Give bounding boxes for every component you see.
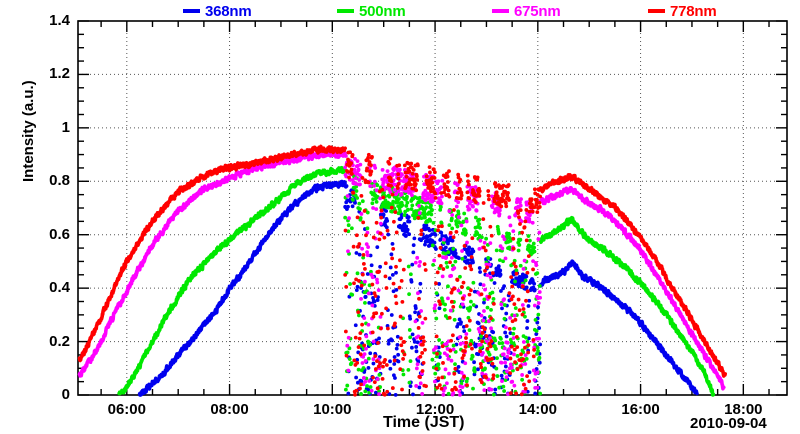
y-tick-label: 0: [61, 386, 70, 403]
y-tick-label: 1.2: [49, 65, 70, 83]
x-tick-label: 12:00: [415, 401, 455, 418]
legend-label: 675nm: [514, 2, 561, 20]
legend-entry-675nm: 675nm: [492, 1, 561, 21]
x-axis-title: Time (JST): [383, 414, 465, 431]
axis-ticks: [78, 20, 787, 396]
data-series-layer: [77, 144, 727, 397]
x-tick-label: 16:00: [621, 401, 660, 418]
chart-legend: 368nm 500nm 675nm 778nm: [0, 0, 800, 22]
legend-label: 500nm: [359, 2, 406, 20]
x-tick-label: 06:00: [107, 401, 146, 418]
legend-label: 368nm: [205, 2, 252, 20]
plot-frame: [77, 20, 788, 396]
legend-entry-368nm: 368nm: [183, 1, 252, 21]
y-tick-label: 0.6: [49, 225, 70, 243]
x-tick-label: 10:00: [313, 401, 352, 418]
y-tick-label: 0.2: [49, 332, 70, 350]
x-tick-label: 14:00: [518, 401, 557, 418]
legend-swatch-icon: [337, 9, 354, 13]
legend-swatch-icon: [492, 9, 509, 13]
legend-swatch-icon: [183, 9, 200, 13]
date-annotation: 2010-09-04: [690, 415, 767, 432]
legend-entry-500nm: 500nm: [337, 1, 406, 21]
y-tick-label: 0.4: [49, 279, 70, 297]
data-series-778nm: [77, 144, 727, 397]
data-series-500nm: [117, 165, 716, 397]
y-tick-label: 0.8: [49, 172, 70, 190]
y-tick-label: 1.4: [49, 12, 70, 29]
legend-entry-778nm: 778nm: [648, 1, 717, 21]
legend-swatch-icon: [648, 9, 665, 13]
legend-label: 778nm: [670, 2, 717, 20]
x-tick-label: 08:00: [210, 401, 249, 418]
y-tick-label: 1: [61, 118, 70, 136]
x-tick-label: 18:00: [724, 401, 763, 418]
